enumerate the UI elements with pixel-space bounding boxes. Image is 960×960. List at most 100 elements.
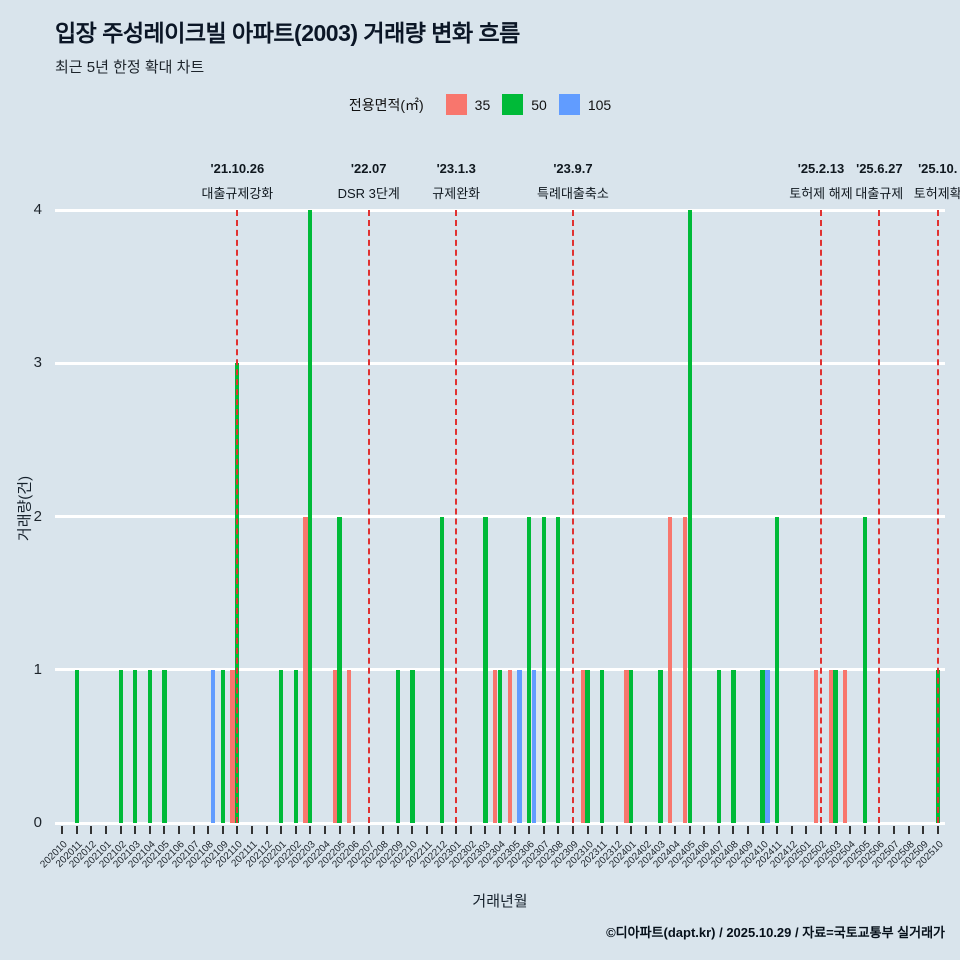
event-date-202110: '21.10.26: [210, 161, 265, 176]
x-tick-202307: [542, 826, 545, 834]
x-tick-202401: [630, 826, 633, 834]
bar-50-202310: [585, 669, 590, 823]
x-tick-202107: [192, 826, 195, 834]
y-tick-label-1: 1: [33, 660, 42, 678]
x-tick-202011: [75, 826, 78, 834]
bar-105-202410: [765, 669, 770, 823]
bar-50-202505: [862, 516, 867, 823]
x-tick-202412: [790, 826, 793, 834]
event-label-202110: 대출규제강화: [201, 186, 274, 201]
bar-35-202504: [843, 669, 848, 823]
legend-swatch-105: [558, 94, 580, 115]
legend-items: 35 50 105: [434, 94, 611, 115]
legend: 전용면적(㎡) 35 50 105: [0, 94, 960, 115]
x-tick-202506: [878, 826, 881, 834]
bar-50-202201: [279, 669, 284, 823]
bar-50-202408: [731, 669, 736, 823]
bar-105-202306: [531, 669, 537, 823]
x-tick-202403: [659, 826, 662, 834]
x-tick-202507: [892, 826, 895, 834]
x-tick-202311: [601, 826, 604, 834]
event-line-202309: [571, 210, 574, 823]
legend-label-35: 35: [474, 96, 491, 113]
bar-50-202303: [483, 516, 488, 823]
bar-35-202206: [347, 669, 352, 823]
chart-subtitle: 최근 5년 한정 확대 차트: [55, 59, 205, 76]
x-tick-202408: [732, 826, 735, 834]
bar-105-202108: [210, 669, 216, 823]
x-tick-202105: [163, 826, 166, 834]
x-tick-202406: [703, 826, 706, 834]
bar-50-202102: [118, 669, 123, 823]
bar-35-202305: [507, 669, 512, 823]
gridline-y4: [55, 208, 945, 212]
x-tick-202402: [644, 826, 647, 834]
x-tick-202203: [309, 826, 312, 834]
x-tick-202207: [367, 826, 370, 834]
x-tick-202106: [178, 826, 181, 834]
gridline-y0: [55, 821, 945, 825]
x-tick-202407: [717, 826, 720, 834]
footer-credit: ©디아파트(dapt.kr) / 2025.10.29 / 자료=국토교통부 실…: [606, 925, 945, 940]
x-tick-202505: [863, 826, 866, 834]
x-tick-202101: [105, 826, 108, 834]
x-tick-202404: [674, 826, 677, 834]
x-tick-202108: [207, 826, 210, 834]
x-tick-202111: [250, 826, 253, 834]
bar-105-202305: [517, 669, 522, 823]
x-tick-202312: [615, 826, 618, 834]
x-tick-202110: [236, 826, 239, 834]
x-tick-202206: [353, 826, 356, 834]
x-tick-202309: [571, 826, 574, 834]
x-tick-202410: [761, 826, 764, 834]
bar-35-202401: [624, 669, 629, 823]
bar-50-202401: [629, 669, 634, 823]
bar-35-202405: [682, 516, 687, 823]
bar-50-202212: [439, 516, 444, 823]
x-tick-202501: [805, 826, 808, 834]
x-tick-202010: [61, 826, 64, 834]
event-date-202207: '22.07: [350, 161, 387, 176]
x-axis-title: 거래년월: [472, 893, 528, 910]
legend-item-105: 105: [558, 94, 611, 115]
bar-35-202310: [580, 669, 585, 823]
x-tick-202502: [819, 826, 822, 834]
event-label-202309: 특례대출축소: [537, 186, 609, 201]
bar-50-202104: [147, 669, 152, 823]
x-tick-202303: [484, 826, 487, 834]
x-tick-202310: [586, 826, 589, 834]
bar-35-202110: [230, 669, 235, 823]
bar-50-202103: [133, 669, 138, 823]
event-date-202309: '23.9.7: [553, 161, 593, 176]
bar-50-202203: [308, 210, 313, 823]
x-tick-202012: [90, 826, 93, 834]
bar-50-202407: [716, 669, 721, 823]
x-tick-202306: [528, 826, 531, 834]
x-tick-202201: [280, 826, 283, 834]
x-tick-202509: [922, 826, 925, 834]
x-tick-202209: [396, 826, 399, 834]
event-label-202506: 대출규제: [855, 186, 904, 201]
y-tick-label-2: 2: [33, 507, 42, 525]
gridline-y2: [55, 515, 945, 518]
x-tick-202104: [148, 826, 151, 834]
x-tick-202109: [221, 826, 224, 834]
x-tick-202202: [294, 826, 297, 834]
bar-50-202011: [74, 669, 79, 823]
event-line-202110: [236, 210, 239, 823]
bar-50-202202: [293, 669, 298, 823]
bar-50-202411: [775, 516, 780, 823]
event-date-202506: '25.6.27: [856, 161, 903, 176]
y-tick-label-0: 0: [33, 814, 42, 831]
bar-50-202205: [337, 516, 342, 823]
x-tick-202308: [557, 826, 560, 834]
bar-50-202210: [410, 669, 415, 823]
legend-item-50: 50: [502, 94, 547, 115]
event-date-202502: '25.2.13: [797, 161, 845, 176]
bar-50-202405: [687, 210, 692, 823]
event-label-202502: 토허제 해제: [789, 186, 853, 201]
x-tick-202205: [338, 826, 341, 834]
chart-title: 입장 주성레이크빌 아파트(2003) 거래량 변화 흐름: [55, 20, 520, 46]
bar-50-202403: [658, 669, 663, 823]
